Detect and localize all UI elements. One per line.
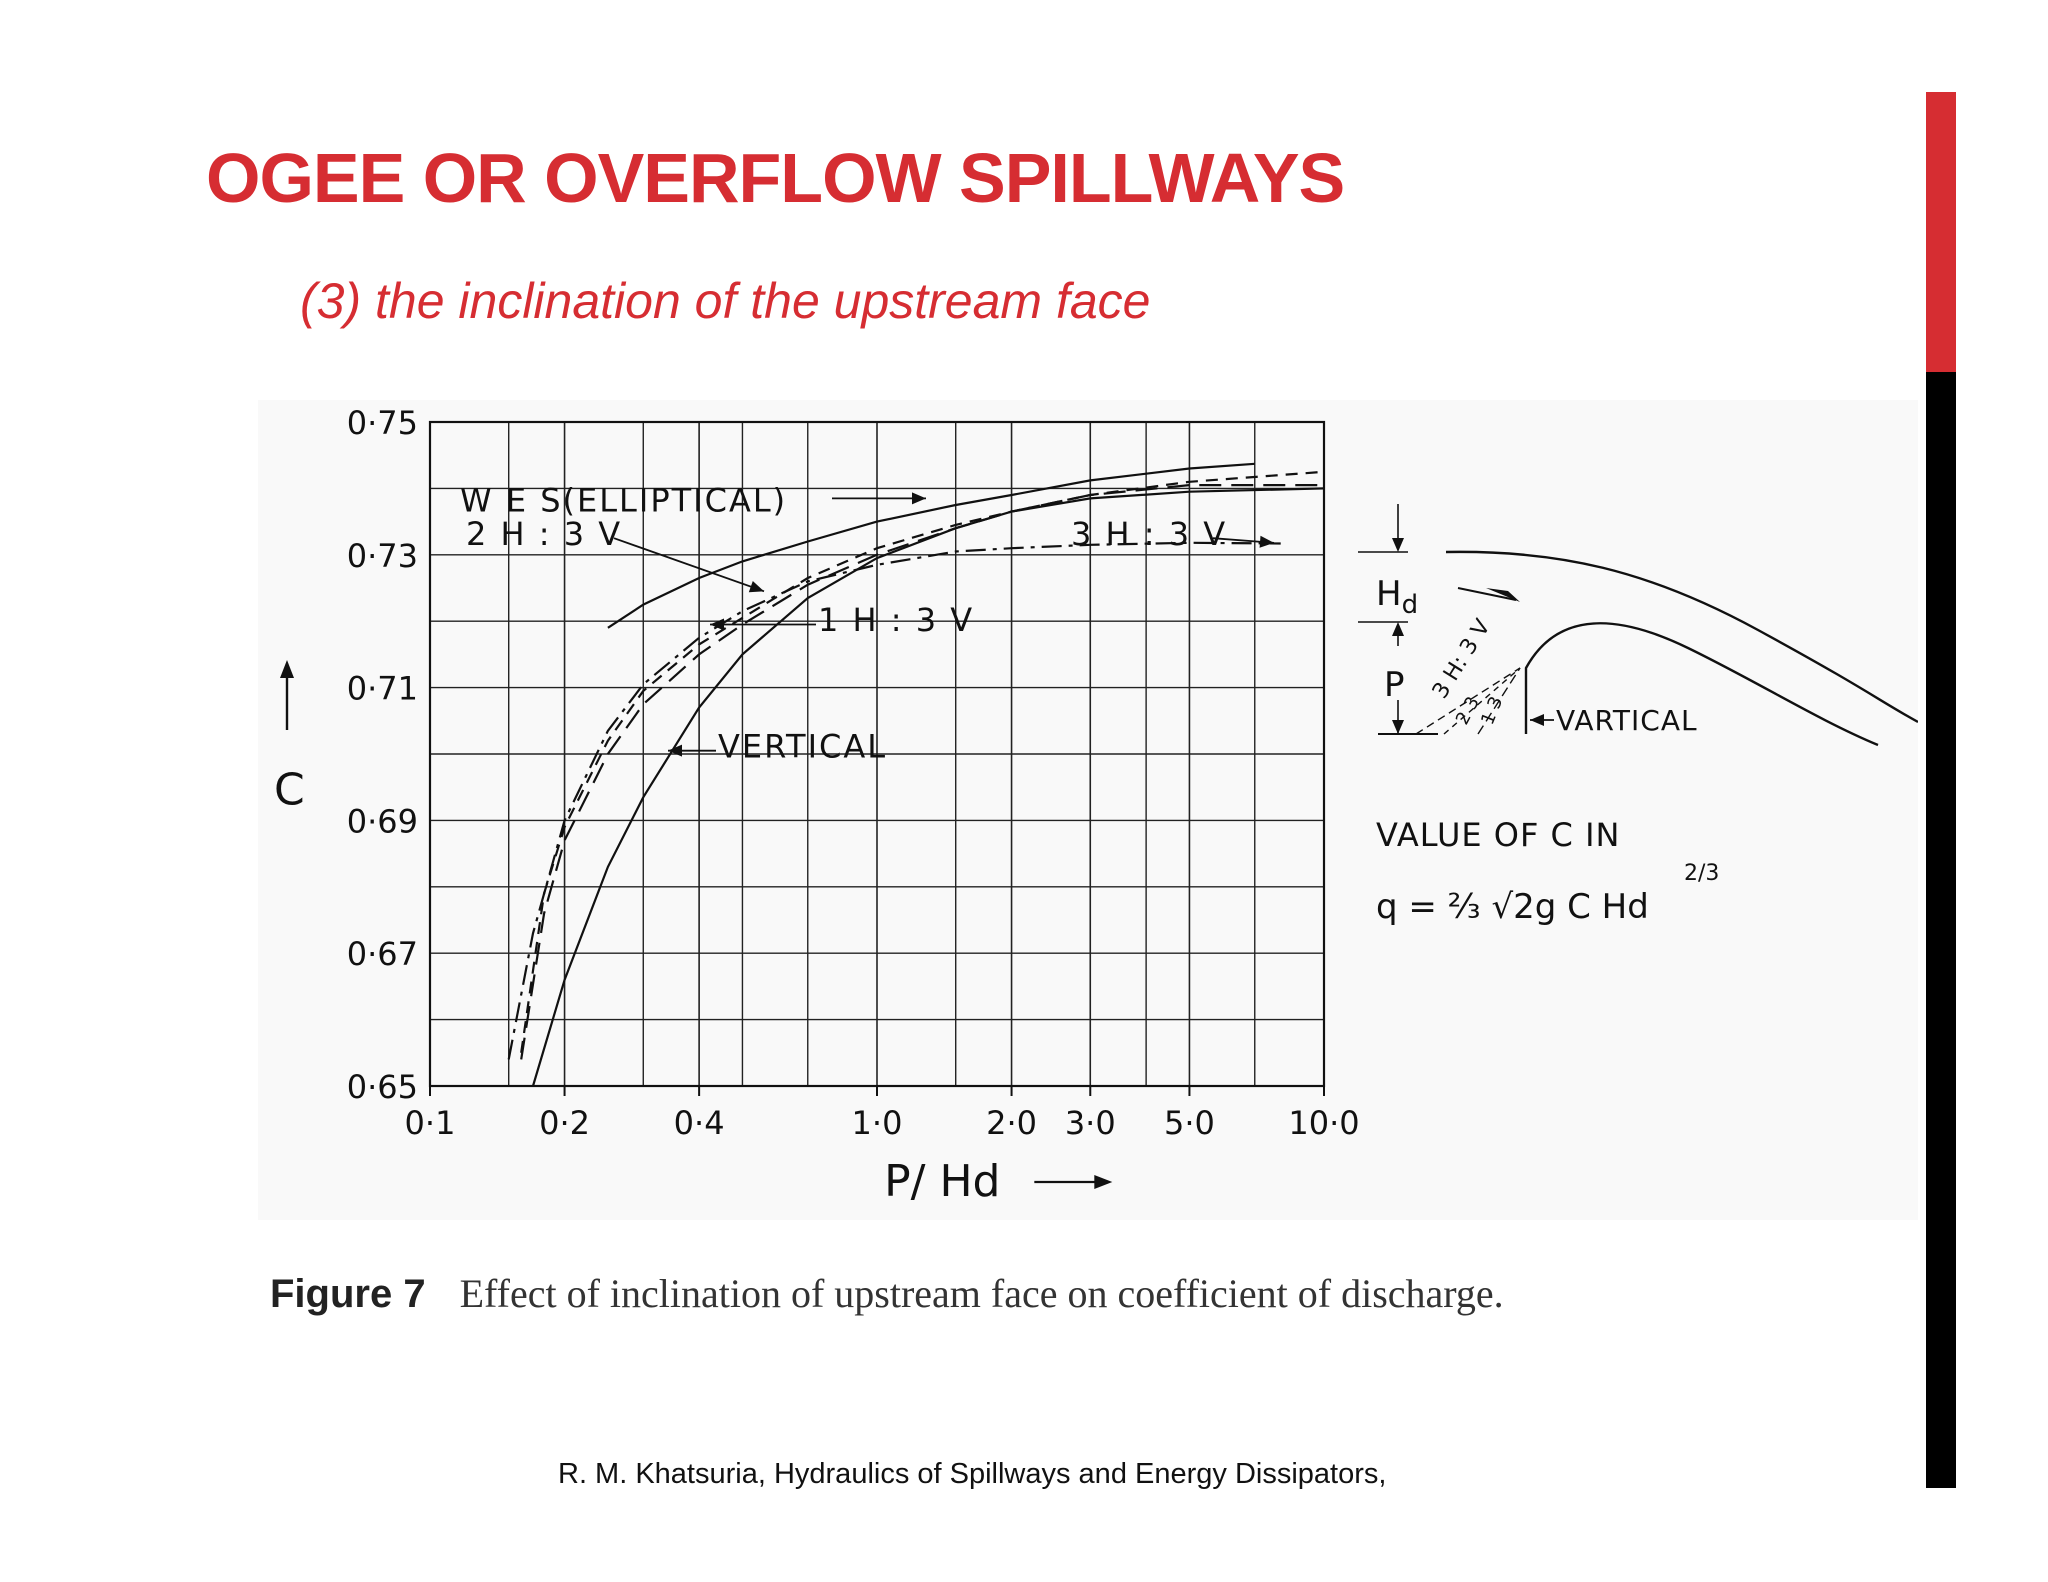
slide-subtitle: (3) the inclination of the upstream face: [300, 273, 1151, 329]
discharge-coefficient-chart: 0·1 0·2 0·4 1·0 2·0 3·0 5·0 10·0 0·75 0·73 0·71 0·6…: [274, 404, 1918, 1207]
figure-label: Figure 7: [270, 1272, 426, 1316]
x-tick-label: 1·0: [852, 1104, 903, 1142]
x-tick-label: 5·0: [1164, 1104, 1215, 1142]
x-tick-label: 3·0: [1065, 1104, 1116, 1142]
series-line-1: [520, 470, 1325, 1053]
citation: R. M. Khatsuria, Hydraulics of Spillways…: [558, 1458, 1387, 1490]
inset-p-arrowhead-top: [1392, 622, 1404, 636]
annotation-wes-elliptical: W E S(ELLIPTICAL): [460, 482, 787, 520]
inset-flow-arrow-shaft: [1457, 587, 1517, 601]
figure-panel: 0·1 0·2 0·4 1·0 2·0 3·0 5·0 10·0 0·75 0·73 0·71 0·6…: [258, 400, 1918, 1220]
inset-p-label: P: [1384, 665, 1405, 705]
accent-bar-black: [1926, 372, 1956, 1488]
x-axis-arrowhead: [1094, 1175, 1113, 1189]
inset-face-2h3v: [1443, 667, 1521, 735]
inset-face-1h3v: [1477, 667, 1521, 735]
annotation-2h3v-leader: [613, 537, 765, 593]
annotation-1h3v: 1 H : 3 V: [818, 601, 974, 639]
figure-caption: Figure 7 Effect of inclination of upstrea…: [270, 1270, 1504, 1317]
inset-face-3h3v: [1415, 667, 1521, 735]
y-tick-label: 0·73: [347, 537, 418, 575]
series-line-4: [531, 487, 1325, 1087]
caption-text: Effect of inclination of upstream face o…: [459, 1271, 1504, 1316]
inset-crest-profile: [1524, 622, 1879, 747]
annotation-2h3v: 2 H : 3 V: [466, 515, 622, 553]
x-tick-label: 0·1: [405, 1104, 456, 1142]
annotation-wes-leader-head: [912, 492, 926, 505]
inset-p-arrowhead-bottom: [1392, 720, 1404, 734]
accent-bar-red: [1926, 92, 1956, 372]
formula-text: q = ⅔ √2g C Hd: [1376, 887, 1649, 927]
inset-vertical-leader-head: [1530, 714, 1544, 726]
y-axis-arrowhead: [280, 660, 294, 678]
annotation-2h3v-leader-head: [748, 580, 764, 593]
series-line-0: [607, 462, 1255, 629]
slide-title: OGEE OR OVERFLOW SPILLWAYS: [206, 139, 1345, 217]
y-tick-label: 0·69: [347, 802, 418, 840]
annotation-vertical-leader-head: [668, 744, 682, 757]
formula-title: VALUE OF C IN: [1376, 816, 1620, 854]
y-tick-label: 0·75: [347, 404, 418, 442]
x-tick-label: 10·0: [1288, 1104, 1359, 1142]
y-axis-label: C: [274, 764, 305, 815]
x-axis-label: P/ Hd: [884, 1156, 1000, 1207]
inset-hd-label: Hd: [1376, 574, 1418, 620]
inset-vertical-label: VARTICAL: [1556, 704, 1698, 737]
formula-exponent: 2/3: [1684, 861, 1719, 886]
inset-hd-arrowhead: [1392, 538, 1404, 552]
x-tick-label: 2·0: [986, 1104, 1037, 1142]
inset-slope-1h3v-label: 1 3: [1477, 693, 1507, 727]
x-tick-label: 0·2: [539, 1104, 590, 1142]
series-line-2: [520, 484, 1324, 1060]
annotation-3h3v: 3 H : 3 V: [1071, 515, 1227, 553]
annotation-vertical: VERTICAL: [718, 727, 887, 765]
inset-water-surface: [1445, 550, 1918, 724]
annotation-1h3v-leader-head: [710, 618, 724, 631]
x-tick-label: 0·4: [674, 1104, 725, 1142]
annotation-3h3v-leader-head: [1259, 535, 1274, 548]
y-tick-label: 0·71: [347, 670, 418, 708]
y-tick-label: 0·67: [347, 935, 418, 973]
y-tick-label: 0·65: [347, 1068, 418, 1106]
